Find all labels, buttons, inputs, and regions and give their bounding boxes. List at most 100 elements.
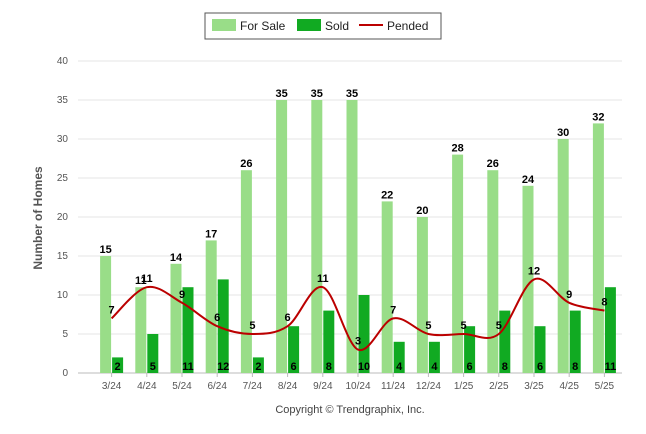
bar-for-sale bbox=[135, 287, 147, 373]
data-label-pended: 5 bbox=[496, 320, 502, 332]
bar-sold bbox=[569, 310, 581, 373]
bar-sold bbox=[252, 357, 264, 373]
bar-for-sale bbox=[311, 100, 323, 373]
data-label-for-sale: 26 bbox=[487, 158, 499, 170]
bar-sold bbox=[499, 310, 511, 373]
data-label-pended: 7 bbox=[109, 304, 115, 316]
x-tick-label: 5/25 bbox=[595, 381, 615, 392]
pended-line bbox=[110, 277, 605, 351]
y-tick-label: 35 bbox=[57, 95, 69, 106]
data-label-for-sale: 35 bbox=[311, 88, 323, 100]
data-label-for-sale: 20 bbox=[416, 205, 428, 217]
bar-sold bbox=[534, 326, 546, 373]
bar-sold bbox=[112, 357, 124, 373]
bar-for-sale bbox=[346, 100, 358, 373]
data-label-sold: 4 bbox=[396, 361, 403, 373]
data-label-sold: 12 bbox=[217, 361, 229, 373]
bar-for-sale bbox=[416, 217, 428, 373]
legend-box bbox=[204, 12, 442, 40]
data-label-sold: 8 bbox=[326, 361, 332, 373]
data-label-for-sale: 32 bbox=[592, 111, 604, 123]
legend-swatch-sold bbox=[297, 19, 321, 31]
data-label-for-sale: 26 bbox=[240, 158, 252, 170]
data-label-pended: 6 bbox=[214, 312, 220, 324]
data-label-pended: 5 bbox=[249, 320, 255, 332]
x-tick-label: 2/25 bbox=[489, 381, 509, 392]
data-label-for-sale: 35 bbox=[275, 88, 287, 100]
bar-sold bbox=[147, 334, 159, 373]
y-tick-label: 30 bbox=[57, 134, 69, 145]
copyright-credit: Copyright © Trendgraphix, Inc. bbox=[275, 404, 424, 416]
data-label-for-sale: 15 bbox=[99, 244, 111, 256]
data-labels: 1521151411171226235635835102242042862682… bbox=[99, 88, 616, 373]
x-tick-label: 4/24 bbox=[137, 381, 157, 392]
x-tick-label: 3/24 bbox=[102, 381, 122, 392]
legend-swatch-for-sale bbox=[212, 19, 236, 31]
bar-for-sale bbox=[240, 170, 252, 373]
x-tick-label: 12/24 bbox=[416, 381, 441, 392]
x-tick-label: 11/24 bbox=[381, 381, 406, 392]
y-tick-label: 20 bbox=[57, 212, 69, 223]
x-tick-label: 7/24 bbox=[243, 381, 263, 392]
bar-for-sale bbox=[487, 170, 499, 373]
data-label-for-sale: 17 bbox=[205, 228, 217, 240]
bar-sold bbox=[323, 310, 335, 373]
x-tick-label: 1/25 bbox=[454, 381, 474, 392]
bar-for-sale bbox=[452, 154, 464, 373]
x-tick-label: 9/24 bbox=[313, 381, 333, 392]
y-axis-ticks: 0 5 10 15 20 25 30 35 40 bbox=[57, 56, 69, 379]
data-label-pended: 7 bbox=[390, 304, 396, 316]
data-label-sold: 2 bbox=[255, 361, 261, 373]
data-label-sold: 6 bbox=[537, 361, 543, 373]
bar-sold bbox=[182, 287, 194, 373]
data-label-pended: 9 bbox=[179, 289, 185, 301]
bar-sold bbox=[428, 341, 440, 373]
bar-for-sale bbox=[276, 100, 288, 373]
data-label-for-sale: 30 bbox=[557, 127, 569, 139]
bar-sold bbox=[358, 295, 370, 373]
bars bbox=[100, 100, 616, 374]
bar-for-sale bbox=[522, 185, 534, 373]
data-label-sold: 5 bbox=[150, 361, 156, 373]
data-label-sold: 2 bbox=[115, 361, 121, 373]
data-label-for-sale: 35 bbox=[346, 88, 358, 100]
legend-label-pended: Pended bbox=[387, 19, 428, 33]
data-label-pended: 6 bbox=[285, 312, 291, 324]
y-tick-label: 5 bbox=[62, 329, 68, 340]
x-tick-label: 8/24 bbox=[278, 381, 298, 392]
y-axis-title: Number of Homes bbox=[31, 166, 45, 270]
data-label-for-sale: 14 bbox=[170, 252, 183, 264]
data-label-sold: 11 bbox=[605, 361, 617, 373]
bar-for-sale bbox=[205, 240, 217, 373]
bar-sold bbox=[393, 341, 405, 373]
data-label-for-sale: 28 bbox=[451, 143, 463, 155]
x-tick-label: 10/24 bbox=[345, 381, 370, 392]
bar-sold bbox=[217, 279, 229, 373]
y-tick-label: 25 bbox=[57, 173, 69, 184]
legend: For Sale Sold Pended bbox=[204, 12, 442, 40]
x-tick-label: 6/24 bbox=[207, 381, 227, 392]
pended-series-line bbox=[110, 277, 605, 351]
data-label-for-sale: 22 bbox=[381, 189, 393, 201]
bar-for-sale bbox=[381, 201, 393, 373]
data-label-sold: 8 bbox=[502, 361, 508, 373]
x-tick-label: 3/25 bbox=[524, 381, 544, 392]
x-tick-label: 4/25 bbox=[559, 381, 579, 392]
data-label-pended: 8 bbox=[601, 297, 607, 309]
data-label-for-sale: 24 bbox=[522, 174, 535, 186]
data-label-pended: 12 bbox=[528, 265, 540, 277]
data-label-sold: 11 bbox=[182, 361, 194, 373]
data-label-sold: 8 bbox=[572, 361, 578, 373]
data-label-sold: 4 bbox=[431, 361, 438, 373]
y-tick-label: 40 bbox=[57, 56, 69, 67]
data-label-sold: 6 bbox=[467, 361, 473, 373]
y-tick-label: 0 bbox=[62, 368, 68, 379]
bar-for-sale bbox=[170, 263, 182, 373]
y-tick-label: 10 bbox=[57, 290, 69, 301]
y-tick-label: 15 bbox=[57, 251, 69, 262]
data-label-pended: 11 bbox=[317, 273, 329, 285]
legend-label-for-sale: For Sale bbox=[240, 19, 286, 33]
data-label-pended: 9 bbox=[566, 289, 572, 301]
bar-for-sale bbox=[557, 139, 569, 373]
